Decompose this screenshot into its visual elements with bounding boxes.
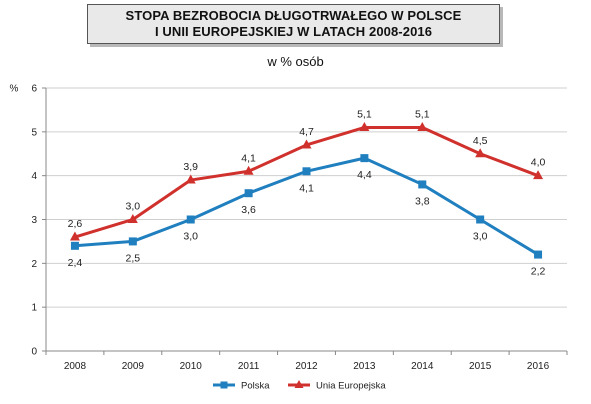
series-group [69, 121, 544, 259]
y-tick-label: 1 [31, 303, 37, 314]
data-point-square [244, 189, 253, 198]
chart-subtitle: w % osób [267, 54, 324, 69]
legend-marker-square [220, 381, 228, 389]
data-label: 3,8 [415, 195, 430, 207]
chart-title-line-1: STOPA BEZROBOCIA DŁUGOTRWAŁEGO W POLSCE [125, 8, 462, 23]
x-tick-label: 2008 [64, 361, 87, 372]
y-tick-label: 4 [31, 171, 37, 182]
y-axis-label: % [10, 84, 19, 95]
data-point-square [302, 167, 311, 176]
data-label: 4,1 [299, 182, 314, 194]
legend-label: Polska [241, 381, 270, 392]
axes: 0 1 2 3 4 5 6% 2008 2009 2010 2011 2012 2013 2014 2015… [10, 84, 568, 372]
data-label: 4,4 [357, 169, 372, 181]
data-point-triangle [475, 148, 486, 158]
data-point-square [418, 180, 427, 189]
legend-item-unia-europejska: Unia Europejska [288, 380, 386, 392]
data-label: 3,0 [126, 201, 141, 213]
y-tick-label: 6 [31, 84, 37, 95]
y-tick-label: 3 [31, 215, 37, 226]
data-label: 2,2 [531, 266, 546, 278]
data-label: 3,0 [473, 231, 488, 243]
legend: Polska Unia Europejska [213, 380, 386, 392]
x-tick-label: 2013 [353, 361, 376, 372]
data-point-triangle [417, 121, 428, 131]
legend-item-polska: Polska [213, 381, 270, 392]
y-tick-label: 0 [31, 347, 37, 358]
data-point-square [360, 154, 369, 163]
data-label: 5,1 [357, 108, 372, 120]
series-polska [70, 154, 543, 259]
data-point-triangle [69, 231, 80, 241]
data-point-triangle [185, 174, 196, 184]
legend-marker-triangle [294, 380, 304, 388]
data-label: 3,0 [183, 231, 198, 243]
data-label: 3,6 [241, 204, 256, 216]
data-label: 3,9 [183, 161, 198, 173]
data-label: 4,0 [531, 157, 546, 169]
x-tick-label: 2012 [295, 361, 318, 372]
data-point-triangle [533, 170, 544, 180]
data-label: 5,1 [415, 108, 430, 120]
x-tick-label: 2010 [180, 361, 203, 372]
data-label: 2,6 [68, 218, 83, 230]
x-tick-label: 2014 [411, 361, 434, 372]
data-label: 4,1 [241, 152, 256, 164]
x-tick-label: 2015 [469, 361, 492, 372]
data-point-square [186, 215, 195, 224]
x-tick-label: 2009 [122, 361, 145, 372]
x-tick-label: 2016 [527, 361, 550, 372]
data-point-triangle [359, 121, 370, 131]
chart-title-box: STOPA BEZROBOCIA DŁUGOTRWAŁEGO W POLSCE … [87, 4, 500, 44]
y-tick-label: 2 [31, 259, 37, 270]
series-unia-europejska [69, 121, 544, 241]
grid-lines [46, 87, 567, 308]
data-label: 2,4 [68, 257, 83, 269]
chart-title-line-2: I UNII EUROPEJSKIEJ W LATACH 2008-2016 [154, 24, 433, 39]
data-label: 4,7 [299, 126, 314, 138]
y-tick-label: 5 [31, 127, 37, 138]
data-point-square [70, 241, 79, 250]
data-point-triangle [243, 165, 254, 175]
x-tick-label: 2011 [238, 361, 260, 372]
data-point-triangle [127, 214, 138, 223]
data-labels: 2,4 2,5 3,0 3,6 4,1 4,4 3,8 3,0 2,2 2,6 3,0 3,9 4,1 4… [68, 108, 546, 277]
data-point-triangle [301, 139, 312, 149]
data-label: 4,5 [473, 135, 488, 147]
data-point-square [128, 237, 137, 246]
legend-label: Unia Europejska [316, 381, 386, 392]
data-label: 2,5 [126, 252, 141, 264]
data-point-square [476, 215, 485, 224]
data-point-square [534, 250, 543, 259]
